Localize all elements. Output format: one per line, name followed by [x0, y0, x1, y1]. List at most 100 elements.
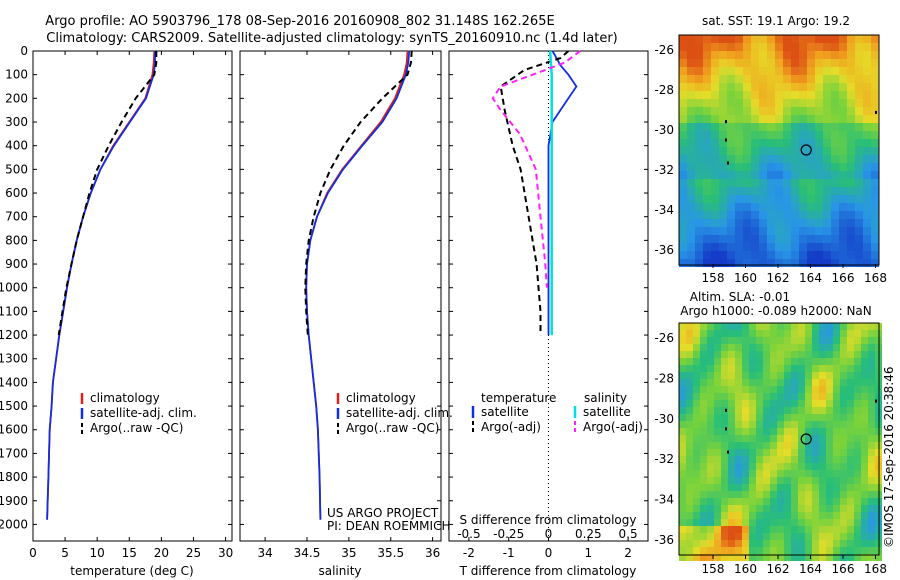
lat-tick-label: -36 [654, 533, 674, 547]
lon-tick-label: 162 [767, 562, 790, 576]
x-tick-label: 36 [425, 546, 440, 560]
lon-tick-label: 166 [832, 562, 855, 576]
t-diff-tick-label: -2 [463, 546, 475, 560]
depth-tick-label: 1200 [0, 328, 28, 342]
difference-legend: temperature salinity satellite Argo(-adj… [471, 391, 643, 434]
lat-tick-label: -26 [654, 331, 674, 345]
depth-tick-label: 1700 [0, 446, 28, 460]
legend-salinity-title: salinity [584, 391, 627, 405]
sla-map-title: Altim. SLA: -0.01 [690, 290, 790, 304]
difference-series [491, 50, 581, 541]
depth-tick-label: 1400 [0, 375, 28, 389]
credit-pi: PI: DEAN ROEMMICH [327, 519, 450, 533]
series-line-satellite-adj-clim- [305, 50, 411, 520]
lat-tick-label: -30 [654, 412, 674, 426]
series-line-argo-raw-qc- [57, 51, 158, 336]
lon-tick-label: 164 [799, 562, 822, 576]
depth-tick-label: 900 [5, 257, 28, 271]
salinity-panel [239, 50, 442, 542]
depth-tick-label: 0 [20, 44, 28, 58]
x-axes: 0 5 10 15 20 25 30 34 34.5 35 35.5 36 -2 -1 0 1 2 -0.5 -0.… [29, 51, 638, 560]
legend-t-argo: Argo(-adj) [481, 420, 541, 434]
legend-satellite-adj: satellite-adj. clim. [346, 406, 453, 420]
salinity-series [304, 50, 413, 520]
salinity-axis-label: salinity [318, 564, 361, 578]
lat-tick-label: -36 [654, 243, 674, 257]
legend-temperature-title: temperature [481, 391, 556, 405]
legend-satellite-adj: satellite-adj. clim. [90, 406, 197, 420]
depth-tick-label: 1000 [0, 281, 28, 295]
t-diff-tick-label: 1 [584, 546, 592, 560]
lat-tick-label: -28 [654, 371, 674, 385]
depth-tick-label: 1800 [0, 470, 28, 484]
legend-s-argo: Argo(-adj) [583, 420, 643, 434]
depth-tick-label: 300 [5, 115, 28, 129]
lat-tick-label: -28 [654, 83, 674, 97]
header-subtitle: Climatology: CARS2009. Satellite-adjuste… [46, 31, 618, 46]
x-tick-label: 15 [122, 546, 137, 560]
depth-tick-label: 100 [5, 68, 28, 82]
map-axis-ticks: -26 -28 -30 -32 -34 -36 158 160 162 164 166 168 -26 -… [654, 43, 887, 576]
lon-tick-label: 168 [864, 271, 887, 285]
s-difference-axis-label: S difference from climatology [460, 513, 637, 527]
credit-project: US ARGO PROJECT [327, 506, 439, 520]
depth-tick-label: 1300 [0, 352, 28, 366]
lon-tick-label: 164 [799, 271, 822, 285]
s-diff-tick-label: 0.25 [575, 527, 602, 541]
legend-climatology: climatology [90, 391, 160, 405]
series-line-temperature-argo-adj- [499, 50, 570, 336]
series-line-argo-raw-qc- [304, 50, 413, 336]
lat-tick-label: -32 [654, 452, 674, 466]
legend-t-satellite: satellite [481, 405, 529, 419]
depth-tick-label: 1500 [0, 399, 28, 413]
lat-tick-label: -34 [654, 493, 674, 507]
lon-tick-label: 162 [767, 271, 790, 285]
x-tick-label: 30 [218, 546, 233, 560]
argo-position-marker [800, 144, 812, 156]
x-tick-label: 25 [186, 546, 201, 560]
x-tick-label: 10 [90, 546, 105, 560]
depth-tick-label: 500 [5, 162, 28, 176]
s-diff-tick-label: -0.25 [493, 527, 524, 541]
depth-tick-label: 1900 [0, 494, 28, 508]
depth-tick-label: 700 [5, 210, 28, 224]
depth-tick-label: 600 [5, 186, 28, 200]
lon-tick-label: 168 [864, 562, 887, 576]
lat-tick-label: -34 [654, 203, 674, 217]
depth-tick-label: 1600 [0, 423, 28, 437]
legend-climatology: climatology [346, 391, 416, 405]
imos-credit: ©IMOS 17-Sep-2016 20:38:46 [882, 366, 896, 548]
legend-argo: Argo(..raw -QC) [346, 421, 439, 435]
x-tick-label: 34 [257, 546, 272, 560]
depth-axis: 0 100 200 300 400 500 600 700 800 900 1000 1100 1200… [0, 44, 648, 531]
temperature-panel [32, 50, 233, 542]
depth-tick-label: 400 [5, 139, 28, 153]
depth-tick-label: 200 [5, 91, 28, 105]
sst-map-title: sat. SST: 19.1 Argo: 19.2 [702, 14, 850, 28]
depth-tick-label: 1100 [0, 304, 28, 318]
series-line-salinity-argo-adj- [491, 50, 581, 288]
x-tick-label: 5 [61, 546, 69, 560]
s-diff-tick-label: 0 [545, 527, 553, 541]
sst-map [679, 35, 879, 267]
s-diff-tick-label: -0.5 [457, 527, 480, 541]
lon-tick-label: 166 [832, 271, 855, 285]
x-tick-label: 20 [154, 546, 169, 560]
lon-tick-label: 158 [702, 271, 725, 285]
x-tick-label: 35.5 [377, 546, 404, 560]
lon-tick-label: 160 [734, 271, 757, 285]
argo-position-marker [800, 433, 812, 445]
t-diff-tick-label: -1 [503, 546, 515, 560]
lat-tick-label: -26 [654, 43, 674, 57]
lon-tick-label: 160 [734, 562, 757, 576]
legend-s-satellite: satellite [583, 405, 631, 419]
depth-tick-label: 800 [5, 233, 28, 247]
depth-tick-label: 2000 [0, 517, 28, 531]
sla-map-subtitle: Argo h1000: -0.089 h2000: NaN [680, 304, 872, 318]
temperature-series [46, 50, 158, 520]
s-diff-tick-label: 0.5 [619, 527, 638, 541]
sla-map [679, 323, 882, 561]
x-tick-label: 34.5 [294, 546, 321, 560]
x-tick-label: 35 [341, 546, 356, 560]
